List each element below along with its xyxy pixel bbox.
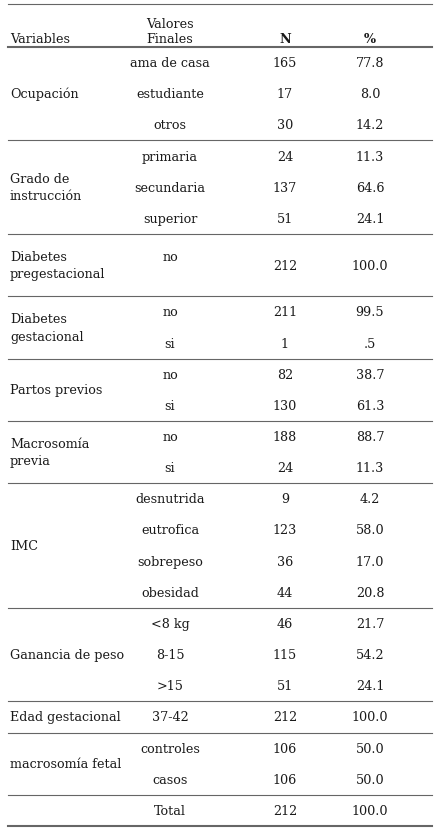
Text: si: si xyxy=(165,399,175,412)
Text: estudiante: estudiante xyxy=(136,88,204,101)
Text: 17: 17 xyxy=(277,88,293,101)
Text: 44: 44 xyxy=(277,586,293,599)
Text: 212: 212 xyxy=(273,710,297,724)
Text: 24: 24 xyxy=(277,461,293,474)
Text: si: si xyxy=(165,461,175,474)
Text: N: N xyxy=(279,33,291,46)
Text: eutrofica: eutrofica xyxy=(141,524,199,537)
Text: 8-15: 8-15 xyxy=(156,648,184,662)
Text: 46: 46 xyxy=(277,617,293,630)
Text: Valores: Valores xyxy=(146,18,194,31)
Text: 36: 36 xyxy=(277,555,293,568)
Text: Grado de: Grado de xyxy=(10,173,70,186)
Text: 100.0: 100.0 xyxy=(352,710,388,724)
Text: Edad gestacional: Edad gestacional xyxy=(10,710,121,724)
Text: Diabetes: Diabetes xyxy=(10,251,67,264)
Text: IMC: IMC xyxy=(10,539,38,552)
Text: 99.5: 99.5 xyxy=(356,306,384,319)
Text: Diabetes: Diabetes xyxy=(10,313,67,326)
Text: Finales: Finales xyxy=(147,33,193,46)
Text: 212: 212 xyxy=(273,259,297,272)
Text: <8 kg: <8 kg xyxy=(150,617,189,630)
Text: Ocupación: Ocupación xyxy=(10,88,79,101)
Text: Total: Total xyxy=(154,804,186,817)
Text: 211: 211 xyxy=(273,306,297,319)
Text: Ganancia de peso: Ganancia de peso xyxy=(10,648,124,662)
Text: 100.0: 100.0 xyxy=(352,804,388,817)
Text: 106: 106 xyxy=(273,773,297,786)
Text: obesidad: obesidad xyxy=(141,586,199,599)
Text: si: si xyxy=(165,337,175,350)
Text: 82: 82 xyxy=(277,368,293,381)
Text: no: no xyxy=(162,306,178,319)
Text: 11.3: 11.3 xyxy=(356,151,384,163)
Text: superior: superior xyxy=(143,213,197,225)
Text: 20.8: 20.8 xyxy=(356,586,384,599)
Text: pregestacional: pregestacional xyxy=(10,268,106,281)
Text: Variables: Variables xyxy=(10,33,70,46)
Text: 58.0: 58.0 xyxy=(356,524,384,537)
Text: Macrosomía: Macrosomía xyxy=(10,437,89,450)
Text: 212: 212 xyxy=(273,804,297,817)
Text: 50.0: 50.0 xyxy=(356,773,384,786)
Text: 123: 123 xyxy=(273,524,297,537)
Text: macrosomía fetal: macrosomía fetal xyxy=(10,758,121,770)
Text: 61.3: 61.3 xyxy=(356,399,384,412)
Text: gestacional: gestacional xyxy=(10,330,84,343)
Text: 106: 106 xyxy=(273,742,297,754)
Text: secundaria: secundaria xyxy=(135,181,205,195)
Text: instrucción: instrucción xyxy=(10,190,82,203)
Text: >15: >15 xyxy=(157,680,183,692)
Text: previa: previa xyxy=(10,455,51,468)
Text: 17.0: 17.0 xyxy=(356,555,384,568)
Text: 88.7: 88.7 xyxy=(356,431,384,444)
Text: 14.2: 14.2 xyxy=(356,119,384,132)
Text: 51: 51 xyxy=(277,680,293,692)
Text: 165: 165 xyxy=(273,57,297,70)
Text: otros: otros xyxy=(154,119,187,132)
Text: 8.0: 8.0 xyxy=(360,88,380,101)
Text: 115: 115 xyxy=(273,648,297,662)
Text: 188: 188 xyxy=(273,431,297,444)
Text: 37-42: 37-42 xyxy=(152,710,188,724)
Text: 9: 9 xyxy=(281,493,289,506)
Text: 137: 137 xyxy=(273,181,297,195)
Text: casos: casos xyxy=(152,773,188,786)
Text: controles: controles xyxy=(140,742,200,754)
Text: 21.7: 21.7 xyxy=(356,617,384,630)
Text: 30: 30 xyxy=(277,119,293,132)
Text: 1: 1 xyxy=(281,337,289,350)
Text: desnutrida: desnutrida xyxy=(135,493,205,506)
Text: 54.2: 54.2 xyxy=(356,648,384,662)
Text: primaria: primaria xyxy=(142,151,198,163)
Text: 51: 51 xyxy=(277,213,293,225)
Text: 24: 24 xyxy=(277,151,293,163)
Text: 100.0: 100.0 xyxy=(352,259,388,272)
Text: no: no xyxy=(162,251,178,264)
Text: no: no xyxy=(162,368,178,381)
Text: 24.1: 24.1 xyxy=(356,213,384,225)
Text: no: no xyxy=(162,431,178,444)
Text: 38.7: 38.7 xyxy=(356,368,384,381)
Text: %: % xyxy=(364,33,376,46)
Text: 24.1: 24.1 xyxy=(356,680,384,692)
Text: sobrepeso: sobrepeso xyxy=(137,555,203,568)
Text: ama de casa: ama de casa xyxy=(130,57,210,70)
Text: Partos previos: Partos previos xyxy=(10,384,103,397)
Text: 50.0: 50.0 xyxy=(356,742,384,754)
Text: 4.2: 4.2 xyxy=(360,493,380,506)
Text: 64.6: 64.6 xyxy=(356,181,384,195)
Text: 11.3: 11.3 xyxy=(356,461,384,474)
Text: 130: 130 xyxy=(273,399,297,412)
Text: 77.8: 77.8 xyxy=(356,57,384,70)
Text: .5: .5 xyxy=(364,337,376,350)
